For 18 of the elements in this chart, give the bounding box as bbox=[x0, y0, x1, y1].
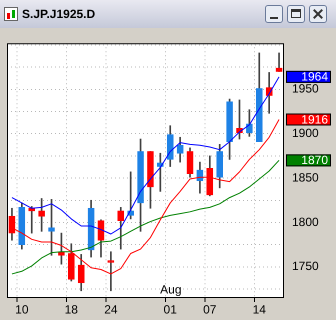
y-tick-label: 1900 bbox=[292, 126, 320, 140]
chart-title: S.JP.J1925.D bbox=[22, 7, 96, 21]
y-tick-label: 1850 bbox=[292, 170, 320, 184]
annotation: Aug bbox=[160, 282, 182, 296]
candlestick bbox=[48, 199, 55, 256]
x-tick-label: 14 bbox=[252, 302, 266, 317]
candlestick bbox=[276, 52, 282, 72]
data-label: 1964 bbox=[301, 70, 328, 84]
data-label: 1916 bbox=[301, 112, 328, 126]
data-label: 1870 bbox=[301, 153, 328, 168]
y-tick-label: 1800 bbox=[292, 214, 320, 229]
x-tick-label: 01 bbox=[164, 302, 178, 317]
x-tick-label: 10 bbox=[15, 302, 29, 317]
x-tick-label: 24 bbox=[104, 302, 118, 317]
y-tick-label: 1750 bbox=[292, 259, 320, 274]
x-tick-label: 07 bbox=[203, 302, 217, 317]
x-tick-label: 18 bbox=[64, 302, 78, 317]
y-tick-label: 1950 bbox=[292, 82, 320, 96]
